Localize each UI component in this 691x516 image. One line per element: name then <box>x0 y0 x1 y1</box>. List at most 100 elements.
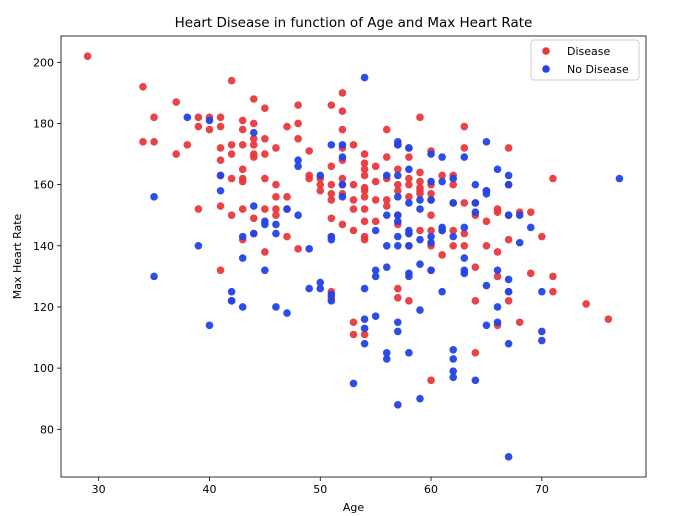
data-point-disease <box>349 141 358 149</box>
data-point-disease <box>504 297 513 305</box>
data-point-disease <box>526 269 535 278</box>
data-point-no-disease <box>515 238 524 247</box>
data-point-no-disease <box>416 196 424 204</box>
data-point-no-disease <box>394 171 402 180</box>
x-axis-label: Age <box>343 501 365 514</box>
data-point-disease <box>216 266 225 275</box>
data-point-disease <box>194 113 203 122</box>
data-point-disease <box>238 125 247 134</box>
data-point-no-disease <box>238 232 247 241</box>
data-point-disease <box>394 165 402 174</box>
data-point-disease <box>227 76 236 85</box>
data-point-disease <box>172 150 181 158</box>
data-point-disease <box>460 229 469 238</box>
data-point-no-disease <box>482 138 491 146</box>
y-axis-ticks: 80 100 120 140 160 180 200 <box>33 56 61 436</box>
data-point-disease <box>349 205 358 213</box>
data-point-disease <box>283 122 291 131</box>
data-point-disease <box>515 318 524 327</box>
data-point-disease <box>349 196 358 204</box>
data-point-no-disease <box>460 269 469 278</box>
data-point-disease <box>294 101 302 109</box>
data-point-no-disease <box>360 284 369 293</box>
data-point-disease <box>493 248 502 256</box>
data-point-disease <box>349 318 358 327</box>
data-point-disease <box>471 263 480 272</box>
data-point-disease <box>327 196 336 204</box>
data-point-no-disease <box>427 238 435 247</box>
data-point-disease <box>416 168 424 177</box>
data-point-no-disease <box>482 190 491 198</box>
data-point-no-disease <box>427 150 435 158</box>
y-tick-label: 180 <box>33 117 54 130</box>
data-point-disease <box>482 217 491 226</box>
y-tick-label: 140 <box>33 240 54 253</box>
data-point-disease <box>504 235 513 244</box>
data-point-disease <box>261 134 269 143</box>
data-point-disease <box>194 205 203 213</box>
data-point-no-disease <box>360 339 369 348</box>
data-point-no-disease <box>493 266 502 275</box>
data-point-no-disease <box>382 263 391 272</box>
data-point-no-disease <box>394 327 402 336</box>
data-point-disease <box>427 190 435 198</box>
data-point-no-disease <box>272 303 280 311</box>
data-point-no-disease <box>205 321 214 330</box>
data-point-disease <box>216 156 225 164</box>
data-point-no-disease <box>382 355 391 363</box>
data-point-disease <box>382 202 391 210</box>
data-point-disease <box>382 153 391 161</box>
data-point-disease <box>83 52 92 60</box>
data-point-no-disease <box>438 287 446 296</box>
data-point-no-disease <box>438 153 446 161</box>
data-point-no-disease <box>394 211 402 220</box>
data-point-disease <box>427 211 435 220</box>
data-point-disease <box>238 205 247 213</box>
data-point-disease <box>438 171 446 180</box>
data-point-no-disease <box>338 141 347 149</box>
data-point-disease <box>139 138 147 146</box>
data-point-disease <box>238 177 247 186</box>
data-point-disease <box>394 180 402 189</box>
data-point-no-disease <box>272 229 280 238</box>
data-point-no-disease <box>416 394 424 403</box>
data-point-no-disease <box>305 245 313 253</box>
data-point-no-disease <box>227 297 236 305</box>
data-point-disease <box>238 141 247 149</box>
data-point-disease <box>416 226 424 235</box>
data-point-disease <box>460 144 469 152</box>
data-point-disease <box>493 208 502 216</box>
data-point-no-disease <box>449 199 458 207</box>
data-point-no-disease <box>327 290 336 299</box>
data-point-no-disease <box>249 202 258 210</box>
data-point-disease <box>471 297 480 305</box>
data-point-no-disease <box>416 235 424 244</box>
data-point-no-disease <box>416 205 424 213</box>
chart-title: Heart Disease in function of Age and Max… <box>175 15 533 31</box>
data-point-no-disease <box>504 211 513 220</box>
data-point-no-disease <box>316 278 325 287</box>
data-point-no-disease <box>238 254 247 262</box>
data-point-no-disease <box>216 186 225 195</box>
legend: Disease No Disease <box>530 39 640 81</box>
data-point-disease <box>582 300 590 308</box>
data-point-no-disease <box>249 128 258 137</box>
data-point-no-disease <box>394 232 402 241</box>
data-point-no-disease <box>216 171 225 180</box>
data-point-no-disease <box>538 336 546 345</box>
data-point-no-disease <box>405 272 413 281</box>
data-point-no-disease <box>371 272 380 281</box>
data-point-disease <box>371 162 380 171</box>
data-point-disease <box>227 211 236 220</box>
data-point-disease <box>460 242 469 250</box>
data-point-no-disease <box>150 272 158 281</box>
data-point-disease <box>394 293 402 302</box>
data-point-disease <box>227 174 236 183</box>
data-point-disease <box>349 330 358 339</box>
data-point-disease <box>283 193 291 201</box>
data-point-disease <box>360 217 369 226</box>
data-point-no-disease <box>405 349 413 357</box>
data-point-disease <box>261 104 269 112</box>
data-point-disease <box>549 174 557 183</box>
data-point-disease <box>549 287 557 296</box>
